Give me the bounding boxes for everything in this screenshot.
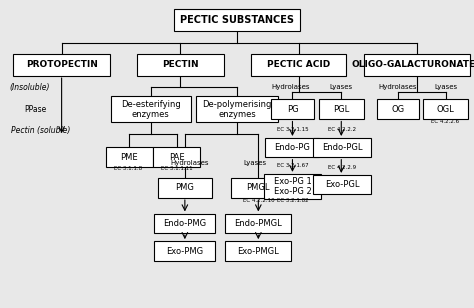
Text: EC 3.2.1.67: EC 3.2.1.67 [277,163,308,168]
Text: Pectin (soluble): Pectin (soluble) [10,126,70,136]
FancyBboxPatch shape [319,99,364,119]
FancyBboxPatch shape [423,99,468,119]
FancyBboxPatch shape [110,96,191,122]
Text: EC 4.2.2.6: EC 4.2.2.6 [431,119,460,124]
Text: Hydrolases: Hydrolases [271,84,310,90]
Text: EC 3.2.1.82: EC 3.2.1.82 [277,198,308,203]
Text: Exo-PMGL: Exo-PMGL [237,246,279,256]
FancyBboxPatch shape [226,241,291,261]
Text: EC 3.1.1.11: EC 3.1.1.11 [161,166,192,171]
Text: Exo-PG 1
Exo-PG 2: Exo-PG 1 Exo-PG 2 [273,177,311,196]
Text: Endo-PMGL: Endo-PMGL [235,219,282,228]
Text: PECTIN: PECTIN [162,60,199,69]
FancyBboxPatch shape [313,175,371,194]
Text: PMGL: PMGL [246,183,270,192]
FancyBboxPatch shape [158,178,212,198]
FancyBboxPatch shape [271,99,313,119]
Text: EC 4.2.2.2: EC 4.2.2.2 [328,128,356,132]
Text: EC 3.1.1.8: EC 3.1.1.8 [114,166,142,171]
Text: PAE: PAE [169,152,184,162]
Text: PME: PME [120,152,138,162]
FancyBboxPatch shape [196,96,278,122]
Text: De-polymerising
enzymes: De-polymerising enzymes [202,100,272,119]
FancyBboxPatch shape [377,99,419,119]
Text: Hydrolases: Hydrolases [378,84,417,90]
FancyBboxPatch shape [231,178,285,198]
FancyBboxPatch shape [364,54,470,76]
Text: Endo-PG: Endo-PG [274,143,310,152]
Text: De-esterifying
enzymes: De-esterifying enzymes [121,100,181,119]
FancyBboxPatch shape [226,214,291,233]
FancyBboxPatch shape [153,147,200,167]
FancyBboxPatch shape [265,138,319,157]
Text: Lyases: Lyases [244,160,266,166]
Text: PROTOPECTIN: PROTOPECTIN [26,60,98,69]
Text: Hydrolases: Hydrolases [170,160,209,166]
Text: OGL: OGL [437,105,455,114]
Text: EC 3.2.1.15: EC 3.2.1.15 [277,128,308,132]
FancyBboxPatch shape [264,174,320,198]
FancyBboxPatch shape [13,54,110,76]
Text: Endo-PGL: Endo-PGL [322,143,363,152]
FancyBboxPatch shape [155,241,215,261]
Text: EC 4.2.2.10: EC 4.2.2.10 [243,198,274,203]
Text: Lyases: Lyases [330,84,353,90]
Text: PPase: PPase [25,105,46,114]
Text: PG: PG [287,105,298,114]
FancyBboxPatch shape [174,9,300,31]
Text: (Insoluble): (Insoluble) [9,83,50,92]
FancyBboxPatch shape [251,54,346,76]
Text: PGL: PGL [333,105,349,114]
FancyBboxPatch shape [106,147,153,167]
FancyBboxPatch shape [313,138,371,157]
Text: Exo-PMG: Exo-PMG [166,246,203,256]
Text: PECTIC SUBSTANCES: PECTIC SUBSTANCES [180,15,294,25]
Text: Lyases: Lyases [434,84,457,90]
FancyBboxPatch shape [155,214,215,233]
Text: OLIGO-GALACTURONATES: OLIGO-GALACTURONATES [352,60,474,69]
Text: Endo-PMG: Endo-PMG [164,219,206,228]
Text: OG: OG [392,105,405,114]
FancyBboxPatch shape [137,54,224,76]
Text: PECTIC ACID: PECTIC ACID [267,60,330,69]
Text: EC 4.2.2.9: EC 4.2.2.9 [328,165,356,170]
Text: Exo-PGL: Exo-PGL [325,180,359,189]
Text: PMG: PMG [175,183,194,192]
